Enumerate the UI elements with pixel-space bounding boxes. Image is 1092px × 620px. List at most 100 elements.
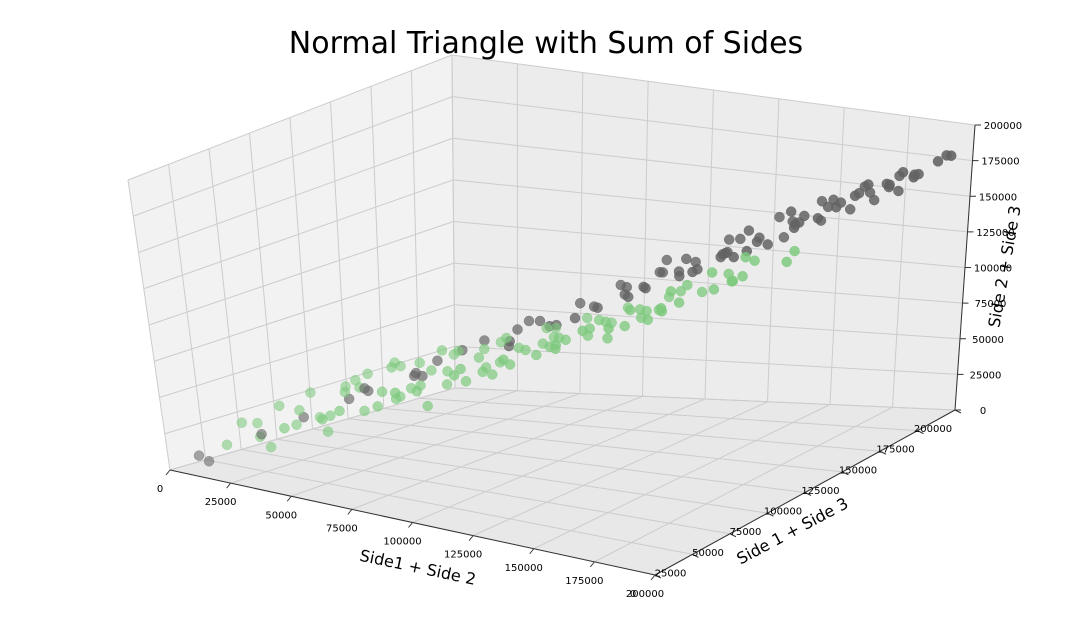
point-green xyxy=(372,401,383,412)
point-green xyxy=(675,285,687,297)
y-tick-mark xyxy=(729,533,737,538)
grid-line-y xyxy=(419,397,918,432)
y-tick-mark xyxy=(654,574,662,579)
point-gray xyxy=(359,383,370,394)
chart-title: Normal Triangle with Sum of Sides xyxy=(289,26,803,61)
grid-line-z xyxy=(453,262,963,304)
x-tick-label: 100000 xyxy=(383,537,421,548)
point-green xyxy=(395,391,406,402)
point-green xyxy=(682,279,693,291)
z-tick-label: 50000 xyxy=(972,335,1004,346)
point-gray xyxy=(661,254,673,266)
point-gray xyxy=(909,169,920,180)
point-green xyxy=(460,376,472,387)
point-green xyxy=(252,417,263,429)
point-gray xyxy=(894,170,905,182)
y-tick-label: 100000 xyxy=(764,507,802,518)
point-green xyxy=(279,422,290,434)
x-tick-mark xyxy=(529,548,535,555)
point-green xyxy=(537,338,549,349)
point-gray xyxy=(859,181,871,192)
point-green xyxy=(480,362,492,373)
point-gray xyxy=(844,204,856,215)
grid-line-z xyxy=(143,179,454,290)
x-tick-mark xyxy=(165,469,171,476)
z-tick-label: 150000 xyxy=(979,192,1017,203)
grid-line-z xyxy=(453,179,968,233)
point-gray xyxy=(835,197,847,208)
point-gray xyxy=(799,210,810,222)
point-green xyxy=(414,357,425,369)
point-gray xyxy=(512,324,523,335)
point-gray xyxy=(774,211,785,223)
point-green xyxy=(548,331,560,343)
point-gray xyxy=(203,455,215,467)
point-green xyxy=(708,284,720,295)
x-tick-label: 150000 xyxy=(505,563,543,574)
point-green xyxy=(236,417,248,428)
grid-line-z xyxy=(451,54,976,126)
point-gray xyxy=(256,428,267,440)
point-green xyxy=(494,357,506,368)
point-green xyxy=(737,271,748,282)
point-gray xyxy=(893,185,904,197)
point-green xyxy=(426,365,437,376)
pane-back xyxy=(452,55,975,410)
point-gray xyxy=(941,150,952,161)
x-tick-mark xyxy=(286,495,292,502)
grid-lines xyxy=(127,54,976,576)
y-tick-label: 150000 xyxy=(839,465,877,476)
point-green xyxy=(749,255,760,266)
point-gray xyxy=(735,233,746,245)
point-gray xyxy=(787,216,798,227)
grid-line-z xyxy=(452,96,973,162)
x-tick-label: 200000 xyxy=(626,589,664,600)
point-green xyxy=(322,426,334,437)
point-green xyxy=(442,366,453,377)
grid-line-y xyxy=(312,428,806,493)
x-tick-label: 175000 xyxy=(565,576,603,587)
point-green xyxy=(723,268,734,280)
point-green xyxy=(653,304,665,316)
pane-floor xyxy=(170,388,955,575)
point-gray xyxy=(754,232,765,243)
y-tick-mark xyxy=(767,512,774,517)
point-green xyxy=(541,322,552,334)
point-green xyxy=(291,419,302,430)
point-gray xyxy=(654,266,666,278)
y-tick-mark xyxy=(917,430,924,435)
point-green xyxy=(314,412,326,423)
point-green xyxy=(789,245,800,257)
grid-line-y xyxy=(383,408,881,452)
point-green xyxy=(376,386,388,398)
point-gray xyxy=(432,355,443,366)
x-tick-mark xyxy=(468,535,474,541)
grid-line-z xyxy=(159,304,455,398)
point-gray xyxy=(673,266,685,277)
point-green xyxy=(602,333,613,344)
point-gray xyxy=(574,297,586,309)
y-tick-mark xyxy=(879,450,887,455)
point-gray xyxy=(588,301,600,312)
grid-line-y xyxy=(241,449,731,535)
point-green xyxy=(550,322,562,334)
point-green xyxy=(479,343,490,355)
z-tick-label: 200000 xyxy=(984,121,1022,132)
point-green xyxy=(305,387,316,398)
point-green xyxy=(634,304,646,315)
y-tick-mark xyxy=(842,471,849,476)
point-gray xyxy=(534,315,546,327)
data-points xyxy=(193,150,957,467)
point-green xyxy=(405,383,417,394)
x-tick-mark xyxy=(589,561,595,568)
z-tick-label: 175000 xyxy=(981,157,1019,168)
x-tick-mark xyxy=(226,482,232,489)
x-tick-label: 0 xyxy=(157,484,163,495)
point-green xyxy=(513,342,525,354)
y-tick-mark xyxy=(804,492,812,496)
y-tick-label: 175000 xyxy=(876,445,914,456)
y-tick-label: 0 xyxy=(630,589,636,600)
point-gray xyxy=(523,315,535,327)
